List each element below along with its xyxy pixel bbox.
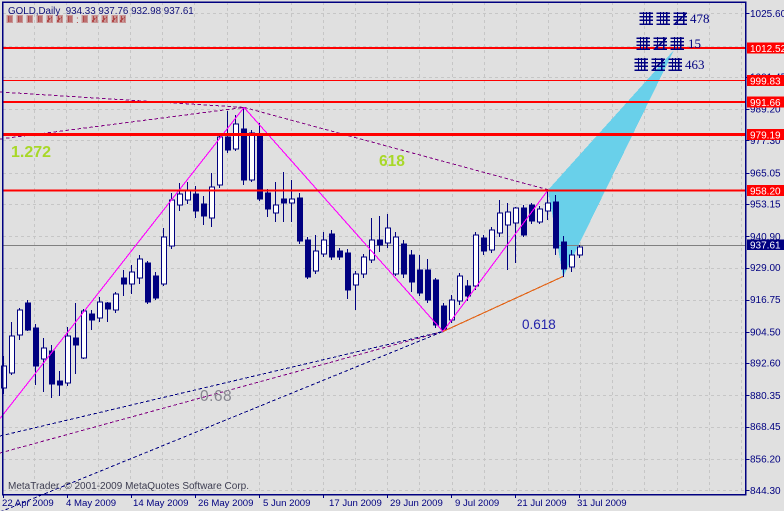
svg-text:940.90: 940.90 [750,232,781,243]
svg-text:991.66: 991.66 [750,98,781,109]
svg-text:953.15: 953.15 [750,200,781,211]
svg-text:1.272: 1.272 [11,144,51,161]
svg-text:9 Jul 2009: 9 Jul 2009 [455,498,499,509]
svg-text:26 May 2009: 26 May 2009 [198,498,253,509]
svg-text:904.50: 904.50 [750,327,781,338]
svg-text:958.20: 958.20 [750,186,781,197]
svg-text:31 Jul 2009: 31 Jul 2009 [577,498,627,509]
svg-text:MetaTrader, © 2001-2009 MetaQu: MetaTrader, © 2001-2009 MetaQuotes Softw… [8,481,249,492]
svg-text:17 Jun 2009: 17 Jun 2009 [329,498,382,509]
svg-text:GOLD,Daily 934.33 937.76 932.: GOLD,Daily 934.33 937.76 932.98 937.61 [8,6,194,17]
svg-text:844.30: 844.30 [750,486,781,497]
svg-text:478: 478 [690,11,710,26]
svg-text:14 May 2009: 14 May 2009 [133,498,188,509]
svg-text:937.61: 937.61 [750,240,781,251]
svg-text:22 Apr 2009: 22 Apr 2009 [2,498,54,509]
svg-text:29 Jun 2009: 29 Jun 2009 [390,498,443,509]
svg-text:1012.52: 1012.52 [750,44,784,55]
svg-text:999.83: 999.83 [750,76,781,87]
svg-text:979.19: 979.19 [750,130,781,141]
svg-text:892.60: 892.60 [750,359,781,370]
svg-text:916.75: 916.75 [750,295,781,306]
svg-text:15: 15 [688,36,701,51]
svg-text:965.05: 965.05 [750,168,781,179]
svg-text:989.20: 989.20 [750,105,781,116]
svg-text:463: 463 [685,57,705,72]
svg-text:21 Jul 2009: 21 Jul 2009 [517,498,567,509]
svg-text:856.20: 856.20 [750,455,781,466]
svg-text:868.45: 868.45 [750,422,781,433]
svg-text:0.618: 0.618 [522,317,556,332]
svg-text:880.35: 880.35 [750,391,781,402]
svg-text:5 Jun 2009: 5 Jun 2009 [263,498,310,509]
svg-text:1025.60: 1025.60 [750,9,784,20]
svg-text:618: 618 [379,153,405,170]
svg-text:977.30: 977.30 [750,136,781,147]
svg-text:4 May 2009: 4 May 2009 [66,498,116,509]
svg-text:929.00: 929.00 [750,263,781,274]
svg-text:0.68: 0.68 [200,388,232,405]
svg-text::: : [76,15,79,26]
